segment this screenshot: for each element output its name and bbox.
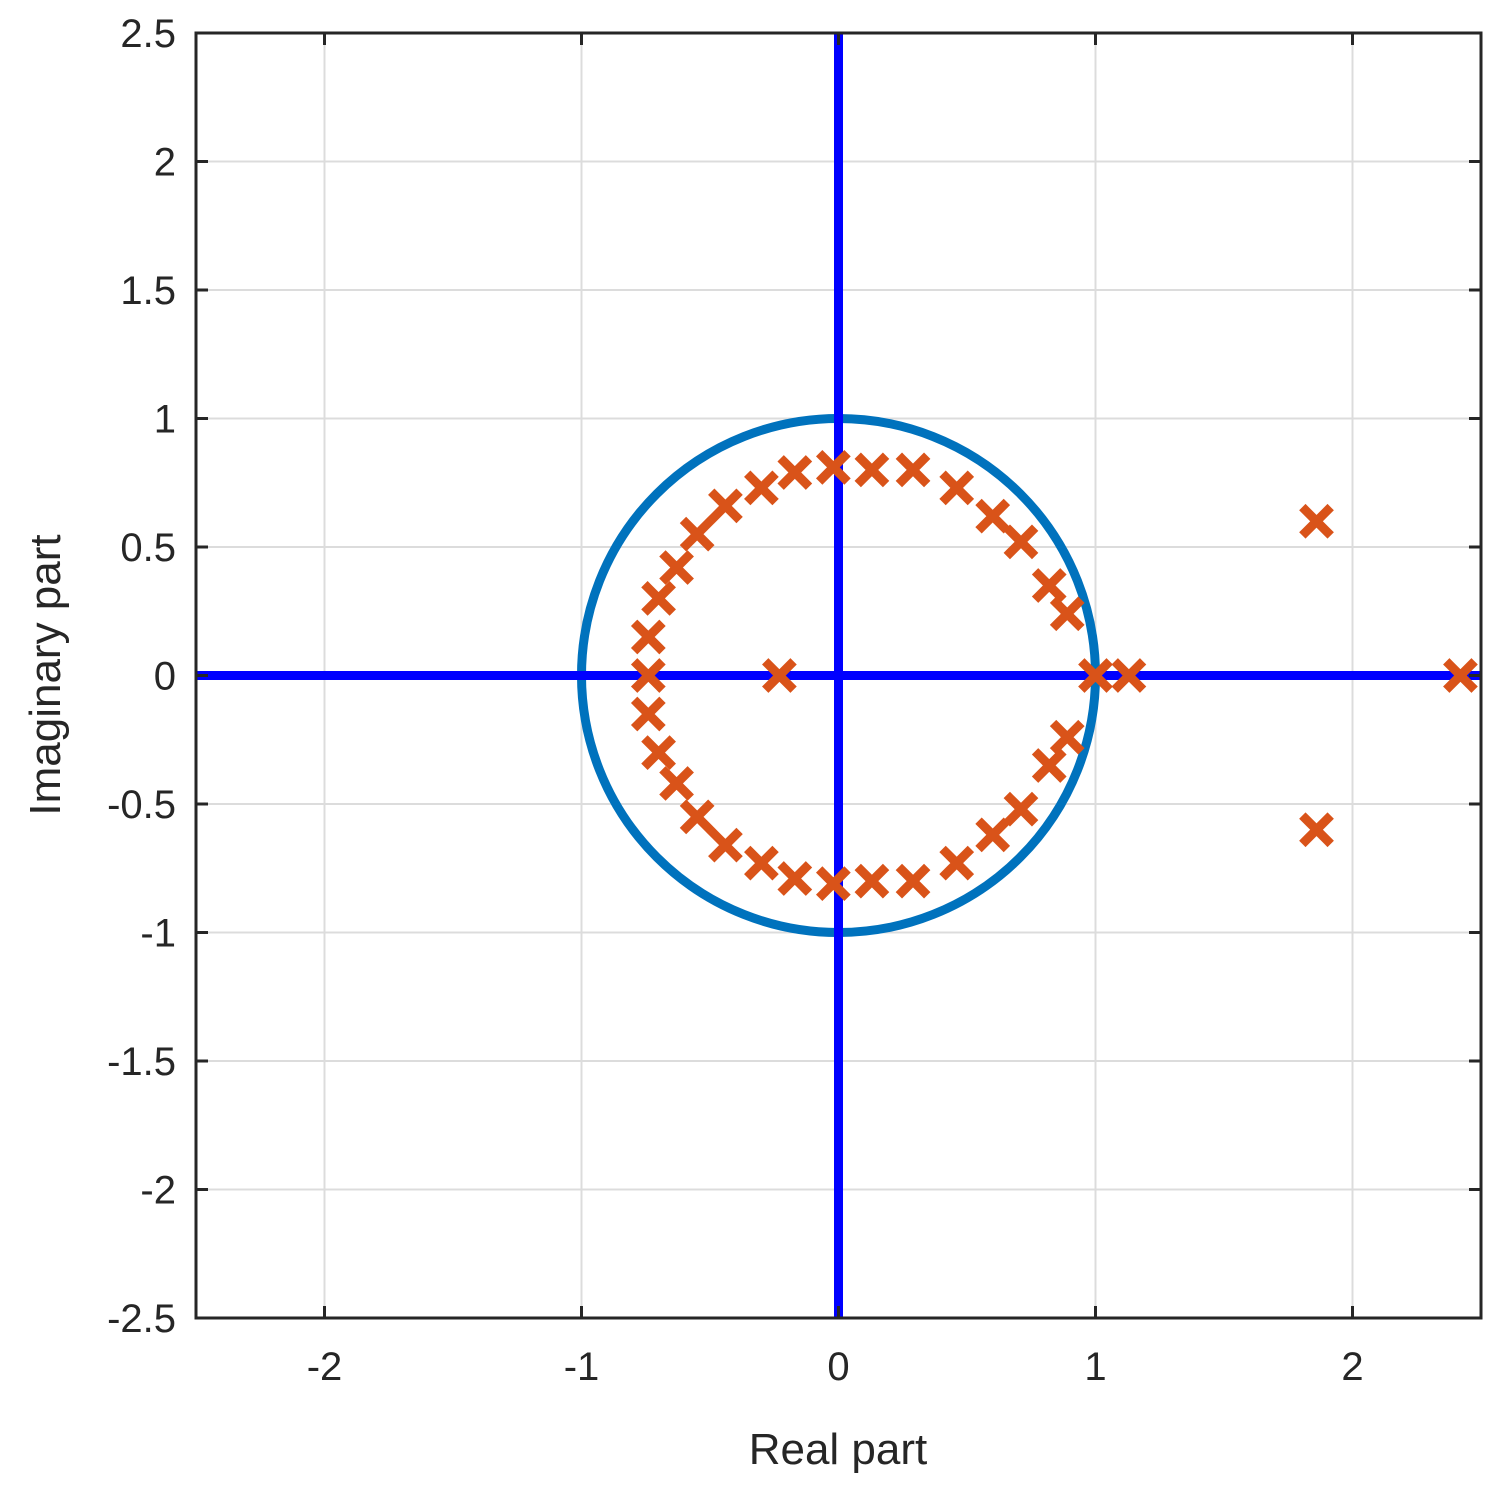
y-tick-label: 1 [154, 398, 176, 442]
root-marker [744, 470, 779, 506]
root-marker [939, 845, 975, 881]
root-marker [1078, 658, 1113, 693]
root-marker [815, 866, 851, 902]
y-tick-label: -2 [140, 1169, 176, 1213]
root-marker [708, 488, 743, 524]
root-marker [708, 827, 743, 863]
y-tick-label: 2 [154, 141, 176, 185]
root-marker [1003, 791, 1039, 827]
y-axis-label: Imaginary part [21, 534, 70, 815]
x-tick-label: 0 [827, 1345, 849, 1389]
root-marker [895, 452, 931, 488]
y-tick-label: -1 [140, 912, 176, 956]
axis-ticks: -2 -1 0 1 2 -2.5 -2 -1.5 -1 -0.5 0 0.5 1 1.5 2 2.5 [107, 12, 1481, 1389]
root-marker [630, 658, 666, 693]
root-marker [1299, 503, 1334, 539]
x-tick-label: 1 [1084, 1345, 1106, 1389]
root-marker [1049, 719, 1085, 755]
root-marker [1031, 748, 1067, 783]
root-marker [630, 696, 666, 732]
root-marker [744, 845, 779, 881]
x-axis-label: Real part [749, 1425, 928, 1474]
root-marker [1443, 658, 1478, 693]
root-marker [659, 550, 694, 585]
root-marker [641, 735, 676, 770]
root-marker [679, 516, 715, 552]
reference-lines [196, 33, 1481, 1318]
y-tick-label: -2.5 [107, 1297, 176, 1341]
root-marker [659, 766, 694, 801]
root-marker [777, 455, 813, 490]
root-marker [939, 470, 975, 506]
root-marker [679, 799, 715, 835]
root-marker [854, 863, 890, 899]
x-tick-label: -1 [564, 1345, 600, 1389]
root-marker [1111, 658, 1147, 693]
root-marker [777, 861, 813, 896]
x-tick-label: -2 [307, 1345, 343, 1389]
y-tick-label: 0 [154, 655, 176, 699]
y-tick-label: -0.5 [107, 783, 176, 827]
root-marker [641, 581, 676, 616]
root-marker [630, 619, 666, 655]
root-marker [975, 817, 1011, 853]
y-tick-label: 2.5 [120, 12, 176, 56]
x-tick-label: 2 [1341, 1345, 1363, 1389]
root-marker [1049, 596, 1085, 632]
root-marker [854, 452, 890, 488]
y-tick-label: 1.5 [120, 269, 176, 313]
y-tick-label: -1.5 [107, 1040, 176, 1084]
root-marker [1003, 524, 1039, 560]
root-marker [762, 658, 797, 693]
y-tick-label: 0.5 [120, 526, 176, 570]
root-marker [815, 449, 851, 485]
root-markers [630, 449, 1478, 902]
root-marker [895, 863, 931, 899]
root-marker [975, 498, 1011, 534]
root-marker [1299, 812, 1334, 848]
root-marker [1031, 568, 1067, 603]
